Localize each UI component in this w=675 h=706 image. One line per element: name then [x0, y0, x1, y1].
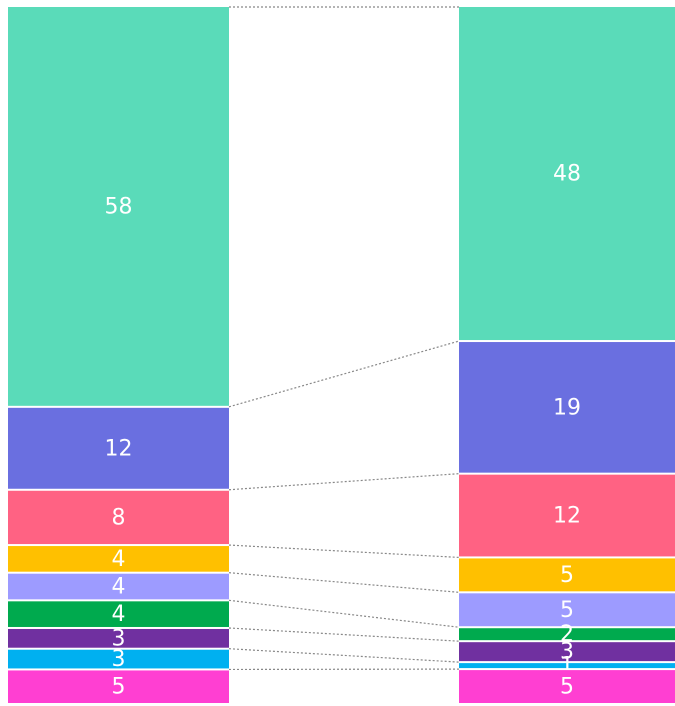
bar-segment: [459, 642, 675, 662]
bar-segment: [8, 628, 229, 648]
bar-segment: [459, 7, 675, 341]
bar-segment: [459, 628, 675, 641]
bar-segment: [8, 601, 229, 627]
data-label: 5: [560, 675, 574, 700]
data-label: 48: [553, 162, 581, 187]
bar-segment: [8, 407, 229, 489]
data-label: 5: [560, 563, 574, 588]
bar-segment: [8, 670, 229, 703]
data-label: 5: [560, 598, 574, 623]
connector: [228, 572, 460, 593]
bar-segment: [8, 649, 229, 669]
data-label: 3: [112, 647, 126, 672]
bar-segment: [459, 558, 675, 592]
data-label: 12: [105, 436, 133, 461]
data-label: 8: [112, 505, 126, 530]
data-label: 5: [112, 675, 126, 700]
data-label: 19: [553, 395, 581, 420]
connector: [228, 340, 460, 408]
connector: [228, 473, 460, 491]
bar-segment: [8, 546, 229, 572]
bar-segment: [459, 593, 675, 627]
bar-segment: [8, 7, 229, 406]
connector: [228, 648, 460, 663]
data-label: 4: [112, 602, 126, 627]
data-label: 3: [112, 626, 126, 651]
bar-segment: [459, 670, 675, 703]
data-label: 3: [560, 640, 574, 665]
bar-segment: [459, 663, 675, 669]
data-label: 58: [105, 194, 133, 219]
data-label: 12: [553, 504, 581, 529]
bar-segment: [8, 490, 229, 545]
bar-segment: [8, 573, 229, 600]
connector: [228, 599, 460, 628]
bar-segment: [459, 342, 675, 473]
data-label: 4: [112, 547, 126, 572]
data-label: 2: [560, 622, 574, 647]
connector: [228, 627, 460, 642]
data-label: 4: [112, 575, 126, 600]
bar-segment: [459, 474, 675, 557]
connector: [228, 544, 460, 559]
